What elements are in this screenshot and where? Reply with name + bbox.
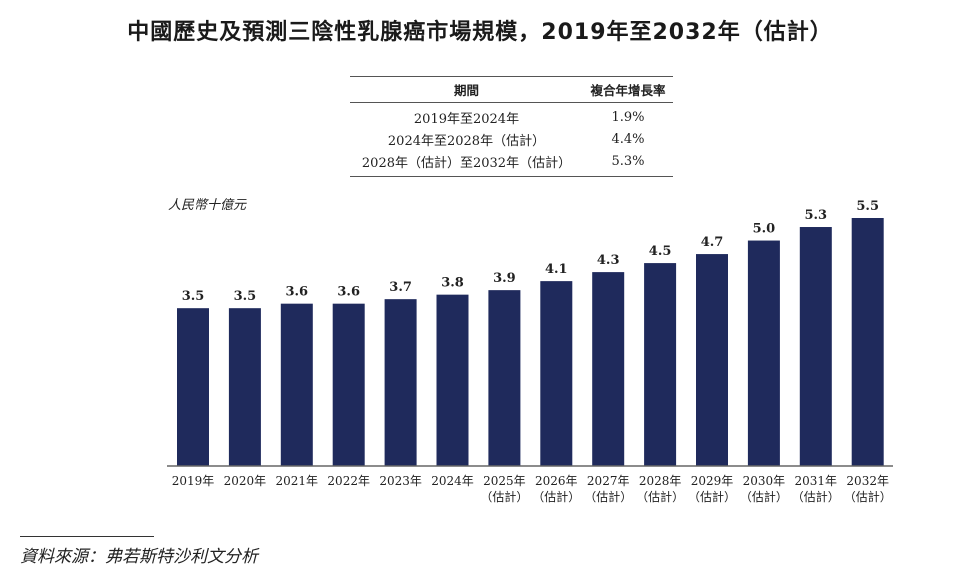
data-label: 3.9 bbox=[493, 271, 516, 286]
data-label: 3.5 bbox=[234, 289, 257, 304]
x-tick-sublabel: （估計） bbox=[688, 489, 736, 504]
data-label: 3.8 bbox=[441, 276, 464, 291]
y-axis-unit-label: 人民幣十億元 bbox=[168, 198, 247, 213]
data-label: 5.3 bbox=[804, 208, 827, 223]
x-tick-sublabel: （估計） bbox=[740, 489, 788, 504]
x-tick-label: 2021年 bbox=[276, 474, 319, 488]
cagr-row: 2019年至2024年 1.9% bbox=[350, 106, 673, 128]
x-tick-label: 2024年 bbox=[431, 474, 474, 488]
x-tick-label: 2029年 bbox=[691, 474, 734, 488]
cagr-row: 2024年至2028年（估計） 4.4% bbox=[350, 128, 673, 150]
x-tick-label: 2023年 bbox=[379, 474, 422, 488]
bar bbox=[177, 308, 209, 466]
bar bbox=[592, 272, 625, 466]
cagr-cell: 4.4% bbox=[611, 131, 645, 147]
period-header: 期間 bbox=[453, 83, 479, 98]
data-label: 4.7 bbox=[701, 235, 724, 250]
x-tick-sublabel: （估計） bbox=[844, 489, 892, 504]
cagr-table-header: 期間 複合年增長率 bbox=[350, 77, 673, 103]
bar bbox=[540, 281, 573, 466]
data-label: 4.5 bbox=[649, 244, 672, 259]
x-tick-label: 2022年 bbox=[327, 474, 370, 488]
x-tick-label: 2025年 bbox=[483, 474, 526, 488]
x-tick-sublabel: （估計） bbox=[792, 489, 840, 504]
cagr-cell: 5.3% bbox=[611, 153, 645, 169]
data-label: 3.5 bbox=[182, 289, 205, 304]
period-cell: 2019年至2024年 bbox=[413, 111, 520, 127]
bar bbox=[280, 303, 313, 466]
bar bbox=[488, 290, 521, 466]
x-tick-sublabel: （估計） bbox=[584, 489, 632, 504]
bar bbox=[228, 308, 261, 466]
data-label: 3.7 bbox=[389, 280, 412, 295]
x-tick-label: 2019年 bbox=[172, 474, 215, 488]
x-tick-sublabel: （估計） bbox=[480, 489, 528, 504]
x-tick-label: 2028年 bbox=[639, 474, 682, 488]
period-cell: 2028年（估計）至2032年（估計） bbox=[361, 155, 572, 171]
data-label: 3.6 bbox=[337, 285, 360, 300]
data-label: 5.0 bbox=[753, 222, 776, 237]
x-tick-label: 2032年 bbox=[846, 474, 889, 488]
cagr-header: 複合年增長率 bbox=[590, 83, 666, 98]
period-cell: 2024年至2028年（估計） bbox=[387, 133, 546, 149]
cagr-cell: 1.9% bbox=[611, 109, 645, 125]
data-label: 4.3 bbox=[597, 253, 620, 268]
bar bbox=[644, 263, 677, 466]
x-tick-sublabel: （估計） bbox=[532, 489, 580, 504]
x-tick-sublabel: （估計） bbox=[636, 489, 684, 504]
source-note: 資料來源：弗若斯特沙利文分析 bbox=[20, 547, 258, 567]
data-label: 4.1 bbox=[545, 262, 568, 277]
cagr-table: 期間 複合年增長率 2019年至2024年 1.9% 2024年至2028年（估… bbox=[350, 76, 673, 177]
bar bbox=[799, 227, 832, 466]
chart-title: 中國歷史及預測三陰性乳腺癌市場規模，2019年至2032年（估計） bbox=[127, 20, 833, 45]
x-tick-label: 2026年 bbox=[535, 474, 578, 488]
x-tick-label: 2027年 bbox=[587, 474, 630, 488]
cagr-row: 2028年（估計）至2032年（估計） 5.3% bbox=[350, 150, 673, 172]
data-label: 3.6 bbox=[285, 285, 308, 300]
bar bbox=[332, 303, 365, 466]
x-tick-label: 2031年 bbox=[795, 474, 838, 488]
x-tick-label: 2020年 bbox=[224, 474, 267, 488]
source-divider bbox=[20, 536, 154, 537]
bar bbox=[436, 294, 469, 466]
bar bbox=[851, 218, 884, 466]
bar bbox=[696, 254, 728, 466]
bar bbox=[747, 240, 780, 466]
bar bbox=[384, 299, 417, 466]
data-label: 5.5 bbox=[856, 199, 879, 214]
x-tick-label: 2030年 bbox=[743, 474, 786, 488]
